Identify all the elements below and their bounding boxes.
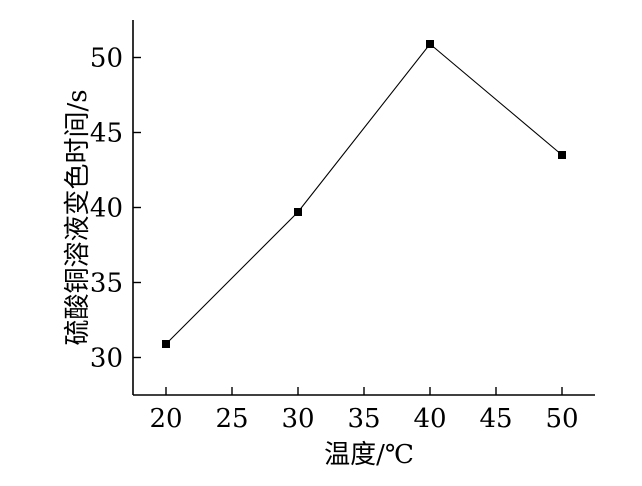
x-axis-title: 温度/℃ xyxy=(324,440,414,470)
axes xyxy=(132,20,595,396)
y-axis-title: 硫酸铜溶液变色时间/s xyxy=(63,89,93,345)
y-tick-label: 50 xyxy=(90,44,123,74)
data-point-marker xyxy=(162,340,170,348)
x-tick-label: 30 xyxy=(281,404,314,434)
series xyxy=(162,40,566,348)
y-tick-label: 35 xyxy=(90,269,123,299)
x-tick-label: 50 xyxy=(545,404,578,434)
series-line-0 xyxy=(165,43,563,345)
y-tick-label: 40 xyxy=(90,194,123,224)
ticks: 20 25 30 35 40 45 50 30 35 40 45 50 xyxy=(90,44,579,435)
y-tick-label: 30 xyxy=(90,344,123,374)
x-tick-label: 20 xyxy=(149,404,182,434)
data-point-marker xyxy=(558,151,566,159)
x-tick-label: 45 xyxy=(479,404,512,434)
y-tick-label: 45 xyxy=(90,119,123,149)
x-tick-label: 35 xyxy=(347,404,380,434)
x-tick-label: 25 xyxy=(215,404,248,434)
data-point-marker xyxy=(294,208,302,216)
data-point-marker xyxy=(426,40,434,48)
x-tick-label: 40 xyxy=(413,404,446,434)
